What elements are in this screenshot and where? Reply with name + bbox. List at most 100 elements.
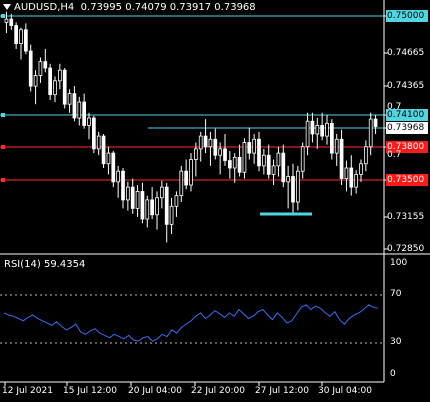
time-label: 15 Jul 12:00 <box>63 386 117 396</box>
candle-body <box>67 93 72 105</box>
candle-body <box>368 118 373 148</box>
candle-body <box>305 120 310 148</box>
candle-body <box>72 93 77 119</box>
candle-body <box>291 176 295 203</box>
candle-body <box>77 101 82 119</box>
candle-body <box>203 135 208 148</box>
candle-body <box>130 186 135 209</box>
level-handle-74100[interactable] <box>1 113 5 117</box>
price-tag-73800[interactable]: 0.73800 <box>386 141 428 153</box>
price-label-partial: 0.7 <box>387 150 402 160</box>
price-label-partial: 0.7 <box>387 102 402 112</box>
candle-body <box>310 120 315 135</box>
candle-body <box>111 152 116 183</box>
support-handle-73800[interactable] <box>1 145 5 149</box>
candle-body <box>169 205 174 225</box>
candle-body <box>344 167 349 180</box>
candle-body <box>14 25 18 44</box>
candle-body <box>247 142 252 154</box>
price-label: 0.74665 <box>387 48 425 58</box>
candle-body <box>23 29 28 52</box>
candle-body <box>174 195 179 207</box>
candle-body <box>300 146 305 172</box>
open-value: 0.73995 <box>80 2 123 13</box>
candles-group <box>4 11 378 243</box>
candle-body <box>48 67 53 96</box>
candle-body <box>261 154 266 167</box>
support-handle-73500[interactable] <box>1 178 5 182</box>
low-value: 0.73917 <box>169 2 212 13</box>
candle-body <box>53 80 57 96</box>
price-tag-73500[interactable]: 0.73500 <box>386 174 428 186</box>
high-value: 0.74079 <box>125 2 167 13</box>
rsi-title: RSI(14) 59.4354 <box>4 259 86 270</box>
candle-body <box>237 156 242 173</box>
candle-body <box>315 125 320 135</box>
time-label: 20 Jul 04:00 <box>128 386 182 396</box>
symbol-label: AUDUSD,H4 <box>14 2 75 13</box>
candle-body <box>33 75 38 87</box>
candle-body <box>373 118 378 127</box>
candle-body <box>159 186 164 199</box>
candle-body <box>96 135 101 150</box>
dropdown-arrow-icon[interactable] <box>3 4 11 10</box>
candle-body <box>62 69 67 105</box>
candle-body <box>189 159 193 186</box>
candle-body <box>281 152 286 183</box>
candle-body <box>208 138 213 148</box>
candle-body <box>218 148 223 156</box>
candle-body <box>276 152 281 167</box>
candle-body <box>232 156 237 169</box>
candle-body <box>106 152 111 165</box>
candle-body <box>339 138 344 180</box>
time-label: 30 Jul 04:00 <box>318 386 372 396</box>
candle-body <box>116 170 121 183</box>
candle-body <box>38 61 43 76</box>
candle-body <box>145 199 150 220</box>
price-tag-74100[interactable]: 0.74100 <box>386 109 428 121</box>
candle-body <box>354 173 358 188</box>
price-label: 0.73155 <box>387 212 425 222</box>
candle-body <box>242 142 247 173</box>
level-handle-75000[interactable] <box>1 14 5 18</box>
rsi-line <box>3 304 379 342</box>
candle-body <box>150 199 155 216</box>
candle-body <box>87 117 91 126</box>
candle-body <box>334 138 339 154</box>
candle-body <box>9 18 14 26</box>
time-label: 12 Jul 2021 <box>2 386 53 396</box>
candle-body <box>363 146 368 165</box>
candle-body <box>349 167 354 188</box>
rsi-axis-label: 0 <box>390 369 396 379</box>
rsi-axis-label: 70 <box>390 289 402 299</box>
candle-body <box>43 61 48 69</box>
candle-body <box>155 197 159 216</box>
candle-body <box>4 18 9 23</box>
candle-body <box>329 122 334 154</box>
candle-body <box>295 170 300 203</box>
price-label: 0.72850 <box>387 244 425 254</box>
rsi-axis-label: 30 <box>390 337 402 347</box>
candle-body <box>58 69 62 82</box>
candle-body <box>140 190 145 220</box>
price-label: 0.74365 <box>387 81 425 91</box>
chart-header: AUDUSD,H4 0.73995 0.74079 0.73917 0.7396… <box>14 2 256 13</box>
candle-body <box>266 154 271 175</box>
candle-body <box>359 163 363 175</box>
time-label: 22 Jul 20:00 <box>191 386 245 396</box>
candle-body <box>320 125 324 137</box>
candle-body <box>126 186 130 201</box>
candle-body <box>286 176 290 183</box>
candle-body <box>19 29 23 44</box>
candle-body <box>82 101 87 126</box>
candle-body <box>164 186 169 225</box>
candle-body <box>198 135 203 150</box>
price-tag-75000[interactable]: 0.75000 <box>386 10 428 22</box>
price-tag-current: 0.73968 <box>386 122 428 134</box>
candle-body <box>223 148 227 161</box>
time-label: 27 Jul 12:00 <box>255 386 309 396</box>
candle-body <box>252 138 257 154</box>
candle-body <box>325 122 329 137</box>
candle-body <box>213 138 218 156</box>
